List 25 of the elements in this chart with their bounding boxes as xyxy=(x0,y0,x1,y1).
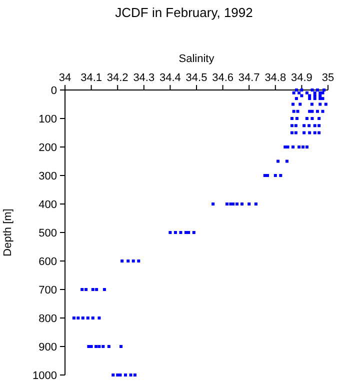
x-axis-title: Salinity xyxy=(178,53,215,65)
x-tick-label: 34.9 xyxy=(290,72,312,84)
y-tick-label: 900 xyxy=(38,341,57,354)
x-tick-label: 34.7 xyxy=(238,72,260,84)
x-tick-label: 34.6 xyxy=(212,72,234,84)
x-tick-label: 34.3 xyxy=(133,72,155,84)
chart-title: JCDF in February, 1992 xyxy=(115,5,253,20)
y-tick-label: 400 xyxy=(38,198,57,211)
x-tick-label: 34.1 xyxy=(80,72,102,84)
y-tick-label: 700 xyxy=(38,284,57,296)
x-tick-label: 35 xyxy=(322,72,334,84)
y-tick-label: 100 xyxy=(38,113,57,126)
x-tick-label: 34.2 xyxy=(106,72,128,84)
y-tick-label: 600 xyxy=(38,256,57,268)
x-tick-label: 34.5 xyxy=(186,72,208,84)
x-tick-label: 34.4 xyxy=(159,72,181,84)
y-tick-label: 0 xyxy=(50,84,57,97)
y-tick-label: 300 xyxy=(38,170,57,182)
y-tick-label: 1000 xyxy=(32,370,57,382)
y-tick-label: 500 xyxy=(38,227,57,240)
y-tick-label: 800 xyxy=(38,312,57,325)
x-tick-label: 34 xyxy=(58,72,72,84)
y-tick-label: 200 xyxy=(38,142,57,154)
y-axis-title: Depth [m] xyxy=(2,208,14,256)
x-tick-label: 34.8 xyxy=(264,72,286,84)
